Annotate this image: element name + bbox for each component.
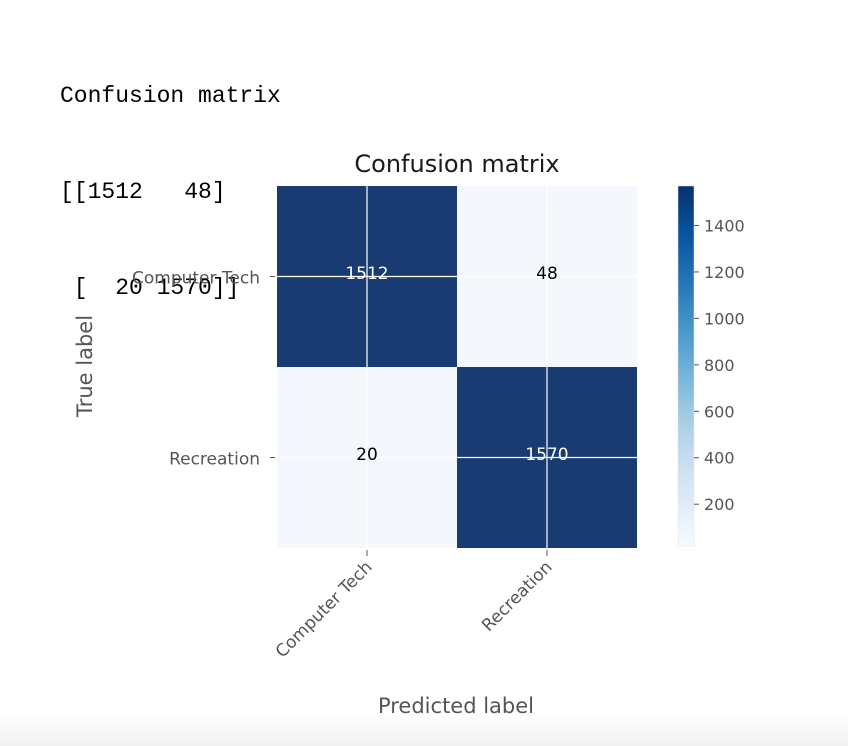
cell-value-label: 48 <box>536 264 558 284</box>
console-output: Confusion matrix [[1512 48] [ 20 1570]] <box>60 16 281 336</box>
y-axis-label: True label <box>73 315 97 418</box>
x-axis-ticks: Computer Tech Recreation <box>272 550 557 662</box>
colorbar-tick-label: 800 <box>704 356 735 375</box>
cell-value-label: 1512 <box>345 264 388 284</box>
colorbar-ticks: 200 400 600 800 1000 1200 1400 <box>694 216 745 514</box>
bottom-fade <box>0 712 848 746</box>
colorbar-tick-label: 1200 <box>704 263 745 282</box>
y-tick-label: Recreation <box>169 450 260 470</box>
cell-value-label: 20 <box>356 445 378 465</box>
x-tick-label: Computer Tech <box>272 557 377 662</box>
colorbar-tick-label: 400 <box>704 449 735 468</box>
colorbar-tick-label: 200 <box>704 495 735 514</box>
heatmap-cells <box>277 186 637 548</box>
cell-value-labels: 1512 48 20 1570 <box>345 264 568 465</box>
colorbar-tick-label: 1000 <box>704 309 745 328</box>
console-line-2: [[1512 48] <box>60 179 226 205</box>
x-tick-label: Recreation <box>478 557 556 635</box>
y-axis-ticks: Computer Tech Recreation <box>132 269 275 470</box>
colorbar <box>677 185 695 547</box>
console-line-1: Confusion matrix <box>60 83 281 109</box>
colorbar-tick-label: 1400 <box>704 216 745 235</box>
colorbar-tick-label: 600 <box>704 402 735 421</box>
heatmap-gridlines <box>277 186 637 548</box>
cell-value-label: 1570 <box>525 445 568 465</box>
console-line-3: [ 20 1570]] <box>60 275 240 301</box>
chart-title: Confusion matrix <box>354 150 559 178</box>
y-tick-label: Computer Tech <box>132 269 260 289</box>
